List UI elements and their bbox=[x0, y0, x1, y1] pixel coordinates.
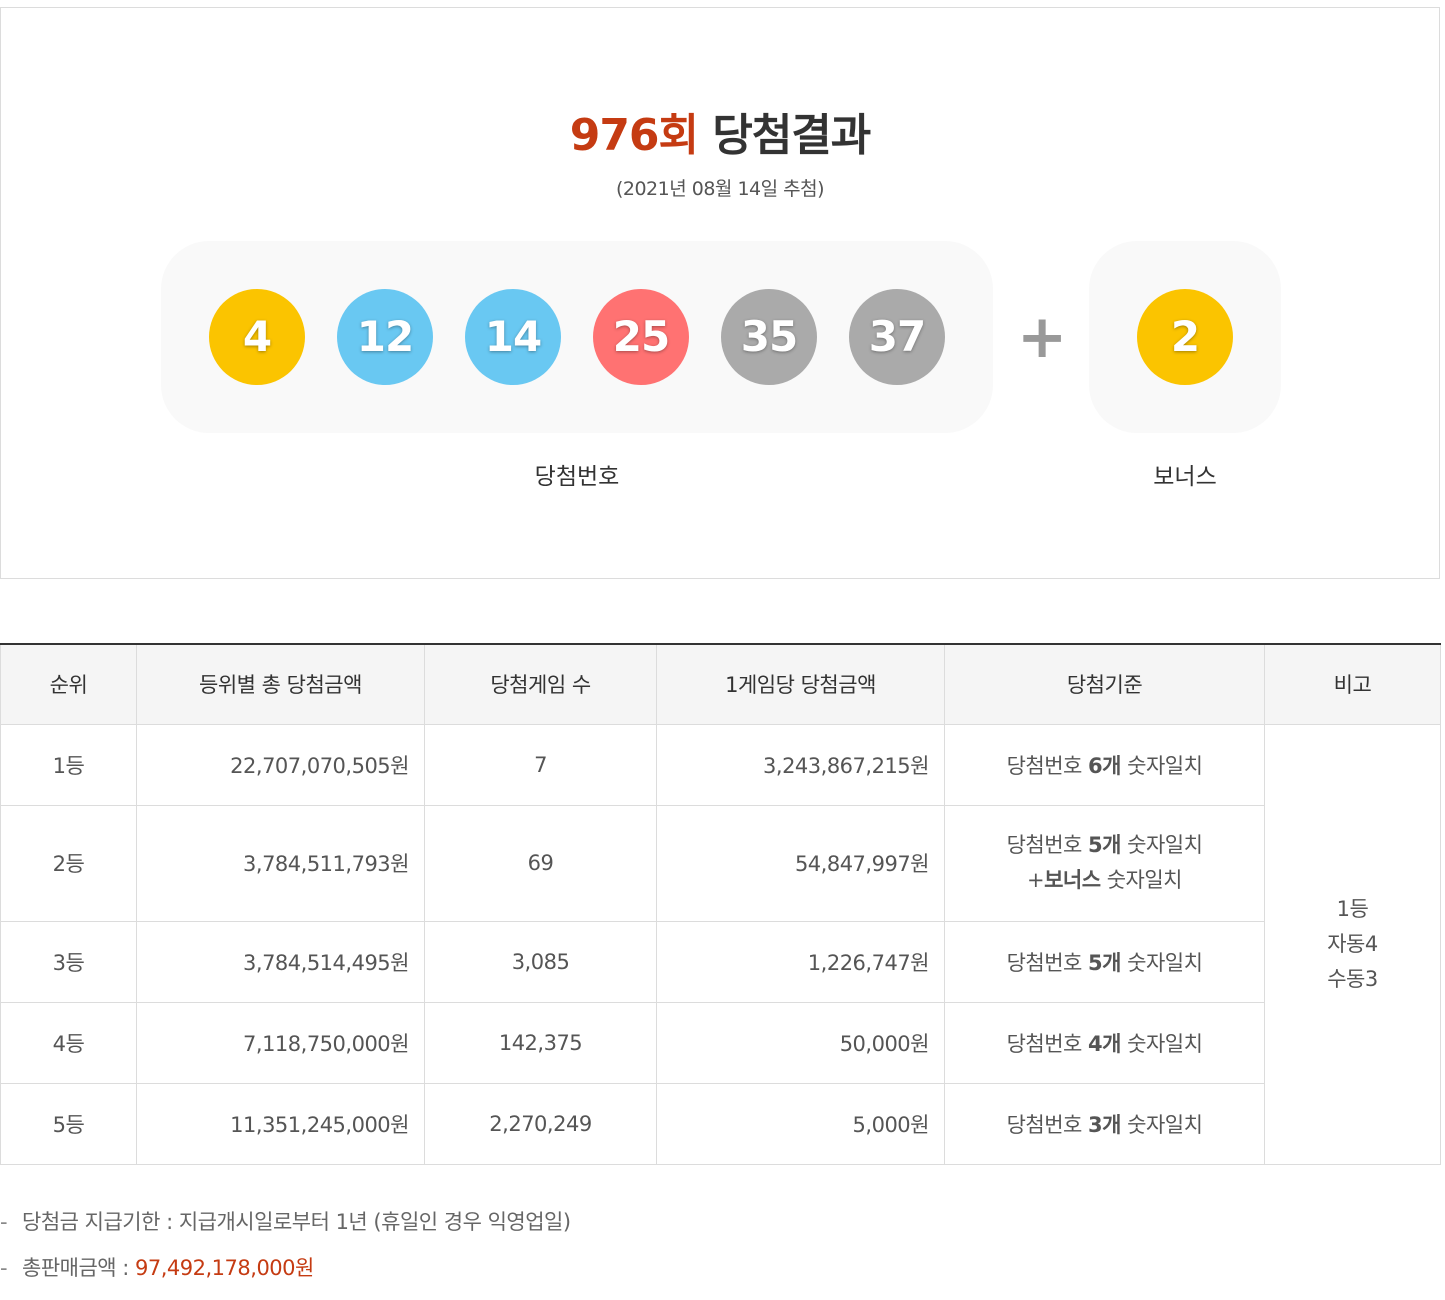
total-prize-cell: 3,784,511,793원 bbox=[136, 804, 425, 922]
criteria-text: 숫자일치 bbox=[1120, 1031, 1203, 1056]
criteria-line: +보너스 숫자일치 bbox=[945, 863, 1264, 898]
criteria-count: 5개 bbox=[1088, 833, 1121, 857]
criteria-text: 숫자일치 bbox=[1120, 833, 1203, 857]
header-rank: 순위 bbox=[0, 644, 137, 725]
draw-date: (2021년 08월 14일 추첨) bbox=[615, 178, 825, 200]
prize-table: 순위 등위별 총 당첨금액 당첨게임 수 1게임당 당첨금액 당첨기준 비고 1… bbox=[0, 643, 1441, 1165]
table-row: 1등 22,707,070,505원 7 3,243,867,215원 당첨번호… bbox=[0, 723, 1441, 1165]
header-winner-count: 당첨게임 수 bbox=[424, 644, 657, 725]
rank-cell: 1등 bbox=[0, 723, 137, 806]
total-prize-cell: 3,784,514,495원 bbox=[136, 920, 425, 1003]
table-row: 3등 3,784,514,495원 3,085 1,226,747원 당첨번호 … bbox=[0, 920, 1441, 1003]
criteria-text: 숫자일치 bbox=[1100, 868, 1183, 892]
number-ball-1: 4 bbox=[209, 289, 305, 385]
table-row: 5등 11,351,245,000원 2,270,249 5,000원 당첨번호… bbox=[0, 1082, 1441, 1165]
table-header-row: 순위 등위별 총 당첨금액 당첨게임 수 1게임당 당첨금액 당첨기준 비고 bbox=[0, 644, 1441, 725]
winner-count-cell: 7 bbox=[424, 723, 657, 806]
criteria-cell: 당첨번호 4개 숫자일치 bbox=[944, 1001, 1265, 1084]
criteria-text: 당첨번호 bbox=[1006, 753, 1089, 778]
remarks-cell: 1등 자동4 수동3 bbox=[1264, 723, 1441, 1165]
criteria-bonus: 보너스 bbox=[1044, 868, 1101, 892]
criteria-text: 숫자일치 bbox=[1120, 1112, 1203, 1137]
winning-numbers-panel: 4 12 14 25 35 37 bbox=[161, 241, 993, 433]
criteria-count: 4개 bbox=[1088, 1031, 1121, 1056]
notes-list: - 당첨금 지급기한 : 지급개시일로부터 1년 (휴일인 경우 익영업일) -… bbox=[0, 1203, 1440, 1295]
number-ball-2: 12 bbox=[337, 289, 433, 385]
page-title: 976회 당첨결과 bbox=[1, 108, 1439, 164]
criteria-cell: 당첨번호 5개 숫자일치 +보너스 숫자일치 bbox=[944, 804, 1265, 922]
header-remarks: 비고 bbox=[1264, 644, 1441, 725]
total-sales-amount: 97,492,178,000원 bbox=[135, 1256, 314, 1280]
winner-count-cell: 3,085 bbox=[424, 920, 657, 1003]
criteria-text: 숫자일치 bbox=[1120, 950, 1203, 975]
criteria-text: + bbox=[1026, 868, 1045, 892]
remark-line: 1등 bbox=[1336, 896, 1369, 921]
rank-cell: 4등 bbox=[0, 1001, 137, 1084]
header-prize-per-game: 1게임당 당첨금액 bbox=[656, 644, 945, 725]
winning-numbers-label: 당첨번호 bbox=[534, 464, 620, 490]
note-payment-deadline: - 당첨금 지급기한 : 지급개시일로부터 1년 (휴일인 경우 익영업일) bbox=[0, 1203, 1440, 1249]
number-ball-3: 14 bbox=[465, 289, 561, 385]
rank-cell: 5등 bbox=[0, 1082, 137, 1165]
total-prize-cell: 11,351,245,000원 bbox=[136, 1082, 425, 1165]
remark-line: 수동3 bbox=[1327, 966, 1378, 991]
prize-per-game-cell: 3,243,867,215원 bbox=[656, 723, 945, 806]
winner-count-cell: 2,270,249 bbox=[424, 1082, 657, 1165]
criteria-count: 3개 bbox=[1088, 1112, 1121, 1137]
total-prize-cell: 7,118,750,000원 bbox=[136, 1001, 425, 1084]
criteria-cell: 당첨번호 3개 숫자일치 bbox=[944, 1082, 1265, 1165]
winner-count-cell: 142,375 bbox=[424, 1001, 657, 1084]
title-suffix: 당첨결과 bbox=[698, 110, 871, 161]
prize-per-game-cell: 54,847,997원 bbox=[656, 804, 945, 922]
number-ball-6: 37 bbox=[849, 289, 945, 385]
criteria-text: 당첨번호 bbox=[1006, 833, 1089, 857]
criteria-line: 당첨번호 5개 숫자일치 bbox=[945, 828, 1264, 863]
table-row: 4등 7,118,750,000원 142,375 50,000원 당첨번호 4… bbox=[0, 1001, 1441, 1084]
number-ball-4: 25 bbox=[593, 289, 689, 385]
criteria-text: 당첨번호 bbox=[1006, 950, 1089, 975]
prize-per-game-cell: 5,000원 bbox=[656, 1082, 945, 1165]
criteria-text: 당첨번호 bbox=[1006, 1112, 1089, 1137]
criteria-text: 숫자일치 bbox=[1120, 753, 1203, 778]
bonus-ball: 2 bbox=[1137, 289, 1233, 385]
bonus-label: 보너스 bbox=[1153, 464, 1217, 490]
header-criteria: 당첨기준 bbox=[944, 644, 1265, 725]
total-prize-cell: 22,707,070,505원 bbox=[136, 723, 425, 806]
criteria-text: 당첨번호 bbox=[1006, 1031, 1089, 1056]
prize-per-game-cell: 1,226,747원 bbox=[656, 920, 945, 1003]
rank-cell: 2등 bbox=[0, 804, 137, 922]
round-number: 976회 bbox=[569, 110, 699, 161]
draw-result-panel: 976회 당첨결과 (2021년 08월 14일 추첨) 4 12 14 25 … bbox=[0, 7, 1440, 579]
header-total-prize: 등위별 총 당첨금액 bbox=[136, 644, 425, 725]
criteria-count: 5개 bbox=[1088, 950, 1121, 975]
remark-line: 자동4 bbox=[1327, 931, 1378, 956]
bonus-number-panel: 2 bbox=[1089, 241, 1281, 433]
dash-icon: - bbox=[0, 1256, 8, 1280]
total-sales-label: 총판매금액 : bbox=[22, 1256, 136, 1280]
criteria-count: 6개 bbox=[1088, 753, 1121, 778]
dash-icon: - bbox=[0, 1210, 8, 1234]
criteria-cell: 당첨번호 5개 숫자일치 bbox=[944, 920, 1265, 1003]
number-ball-5: 35 bbox=[721, 289, 817, 385]
prize-per-game-cell: 50,000원 bbox=[656, 1001, 945, 1084]
winner-count-cell: 69 bbox=[424, 804, 657, 922]
plus-icon: + bbox=[1017, 302, 1068, 372]
payment-deadline-text: 당첨금 지급기한 : 지급개시일로부터 1년 (휴일인 경우 익영업일) bbox=[22, 1210, 571, 1234]
note-total-sales: - 총판매금액 : 97,492,178,000원 bbox=[0, 1249, 1440, 1295]
rank-cell: 3등 bbox=[0, 920, 137, 1003]
table-row: 2등 3,784,511,793원 69 54,847,997원 당첨번호 5개… bbox=[0, 804, 1441, 922]
criteria-cell: 당첨번호 6개 숫자일치 bbox=[944, 723, 1265, 806]
